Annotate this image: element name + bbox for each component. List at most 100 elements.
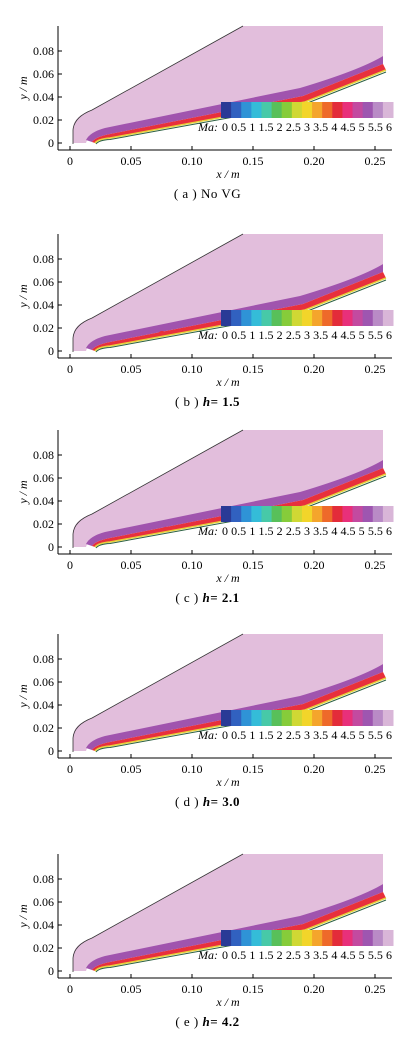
y-tick-label: 0.02 <box>33 721 54 735</box>
caption-value: = 4.2 <box>210 1014 240 1029</box>
colorbar-title: Ma: <box>197 728 218 742</box>
colorbar-segment <box>271 930 283 946</box>
colorbar-segment <box>312 102 323 118</box>
colorbar-tick-label: 3 <box>304 948 310 962</box>
colorbar-segment <box>382 506 394 522</box>
colorbar-segment <box>322 710 333 726</box>
panel-caption: ( c ) h= 2.1 <box>0 590 415 606</box>
flow-contour-plot: Ma: 0 0.5 1 1.5 2 2.5 3 3.5 4 4.5 5 5.5 600.020.040.0… <box>16 633 394 789</box>
colorbar-segment <box>281 310 293 326</box>
colorbar-segment <box>251 310 262 326</box>
colorbar-segment <box>342 310 354 326</box>
colorbar-tick-label: 6 <box>386 948 392 962</box>
colorbar-segment <box>301 506 313 522</box>
colorbar-segment <box>372 102 384 118</box>
colorbar-tick-label: 5 <box>359 728 365 742</box>
x-tick-label: 0.15 <box>243 154 264 168</box>
caption-label: h <box>202 794 211 809</box>
colorbar-segment <box>261 710 273 726</box>
colorbar-tick-label: 1.5 <box>259 120 274 134</box>
colorbar-tick-label: 3.5 <box>313 524 328 538</box>
y-tick-label: 0.02 <box>33 941 54 955</box>
x-tick-label: 0 <box>67 362 73 376</box>
x-tick-label: 0.25 <box>365 154 386 168</box>
figure-panel: Ma: 0 0.5 1 1.5 2 2.5 3 3.5 4 4.5 5 5.5 6 0 0.02 0.04 0.0… <box>0 18 415 213</box>
y-axis-label: y / m <box>16 284 30 309</box>
y-axis-label: y / m <box>16 76 30 101</box>
shock-outline <box>72 633 244 752</box>
y-tick-label: 0.06 <box>33 895 54 909</box>
colorbar-tick-label: 3.5 <box>313 120 328 134</box>
post-shock-region <box>86 664 383 750</box>
colorbar-tick-label: 0 <box>222 728 228 742</box>
colorbar-tick-label: 4.5 <box>341 728 356 742</box>
colorbar-segment <box>342 506 354 522</box>
colorbar-segment <box>301 710 313 726</box>
shock-outline <box>72 25 244 144</box>
colorbar-segment <box>332 310 343 326</box>
caption-value: = 1.5 <box>210 394 241 409</box>
colorbar-segment <box>332 102 343 118</box>
x-axis-label: x / m <box>215 571 240 585</box>
vortex-generator-mark <box>162 526 170 530</box>
x-tick-label: 0.05 <box>121 558 142 572</box>
colorbar-segment <box>342 102 354 118</box>
colorbar-segment <box>261 310 273 326</box>
colorbar-segment <box>251 710 262 726</box>
colorbar-segment <box>271 102 283 118</box>
caption-prefix: ( a ) <box>173 186 201 201</box>
colorbar-tick-label: 2.5 <box>286 728 301 742</box>
x-tick-label: 0.10 <box>182 154 203 168</box>
x-tick-label: 0.05 <box>121 982 142 996</box>
colorbar-segment <box>372 506 384 522</box>
caption-prefix: ( d ) <box>174 794 203 809</box>
colorbar-segment <box>221 310 232 326</box>
colorbar-tick-label: 0 <box>222 120 228 134</box>
y-tick-label: 0.08 <box>33 252 54 266</box>
colorbar-tick-label: 1.5 <box>259 728 274 742</box>
x-tick-label: 0.25 <box>365 982 386 996</box>
x-tick-label: 0.10 <box>182 982 203 996</box>
colorbar-tick-label: 6 <box>386 524 392 538</box>
colorbar-tick-label: 0.5 <box>231 524 246 538</box>
post-shock-region <box>86 460 383 546</box>
y-tick-label: 0 <box>48 136 54 150</box>
boundary-layer-line <box>94 897 387 972</box>
y-axis-label: y / m <box>16 684 30 709</box>
y-tick-label: 0.04 <box>33 698 54 712</box>
x-tick-label: 0.20 <box>304 982 325 996</box>
colorbar-tick-label: 3.5 <box>313 328 328 342</box>
x-axis-label: x / m <box>215 167 240 181</box>
colorbar-tick-label: 2.5 <box>286 328 301 342</box>
colorbar-tick-label: 4.5 <box>341 120 356 134</box>
colorbar-tick-label: 5 <box>359 524 365 538</box>
x-tick-label: 0.05 <box>121 762 142 776</box>
colorbar-segment <box>332 506 343 522</box>
y-axis-label: y / m <box>16 904 30 929</box>
colorbar-tick-label: 4.5 <box>341 948 356 962</box>
colorbar-segment <box>372 930 384 946</box>
panel-caption: ( b ) h= 1.5 <box>0 394 415 410</box>
colorbar-tick-label: 5.5 <box>368 120 383 134</box>
colorbar-tick-label: 1 <box>249 120 255 134</box>
colorbar-segment <box>261 930 273 946</box>
y-tick-label: 0.08 <box>33 872 54 886</box>
colorbar-segment <box>241 710 252 726</box>
colorbar-title: Ma: <box>197 120 218 134</box>
colorbar-segment <box>322 930 333 946</box>
x-tick-label: 0.05 <box>121 362 142 376</box>
post-shock-region <box>86 884 383 970</box>
colorbar-segment <box>291 310 303 326</box>
colorbar-segment <box>231 102 242 118</box>
colorbar-segment <box>251 930 262 946</box>
colorbar-segment <box>281 506 293 522</box>
colorbar-segment <box>251 102 262 118</box>
boundary-layer-line <box>94 69 387 144</box>
y-tick-label: 0.06 <box>33 67 54 81</box>
colorbar-tick-label: 5.5 <box>368 728 383 742</box>
panel-caption: ( d ) h= 3.0 <box>0 794 415 810</box>
colorbar-tick-label: 2.5 <box>286 524 301 538</box>
flow-contour-plot: Ma: 0 0.5 1 1.5 2 2.5 3 3.5 4 4.5 5 5.5 600.020.040.0… <box>16 233 394 389</box>
colorbar-segment <box>352 710 364 726</box>
post-shock-region <box>86 56 383 142</box>
